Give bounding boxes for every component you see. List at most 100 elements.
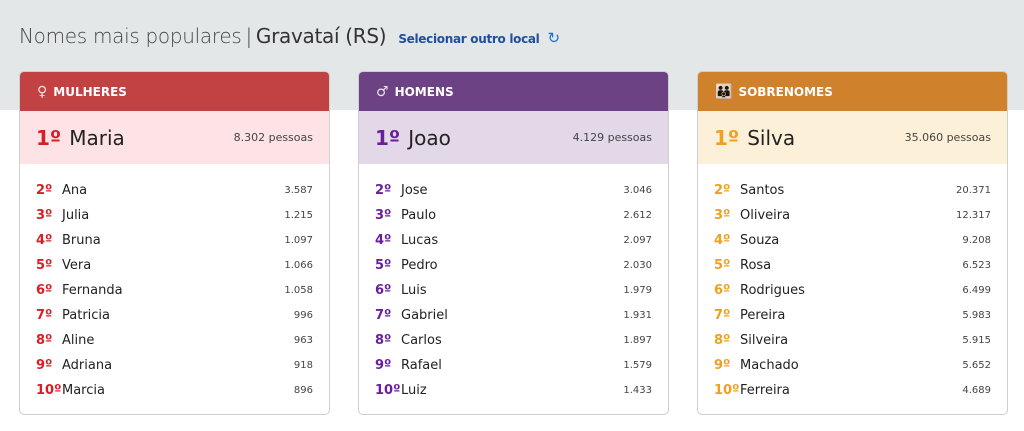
rank: 6º xyxy=(375,283,392,298)
name: Machado xyxy=(740,358,799,373)
list-item: 9º Machado 5.652 xyxy=(714,353,991,378)
rank: 9º xyxy=(375,358,392,373)
name: Paulo xyxy=(401,208,437,223)
rank: 7º xyxy=(375,308,392,323)
count: 918 xyxy=(293,360,313,371)
list-item: 8º Aline 963 xyxy=(36,328,313,353)
count: 1.215 xyxy=(284,210,313,221)
name: Lucas xyxy=(401,233,439,248)
count: 1.058 xyxy=(284,285,313,296)
top-ranked-item: 1º Maria 8.302 pessoas xyxy=(20,111,329,164)
rank: 2º xyxy=(714,183,731,198)
list-item: 2º Ana 3.587 xyxy=(36,178,313,203)
rank: 5º xyxy=(714,258,731,273)
list-item: 7º Patricia 996 xyxy=(36,303,313,328)
list-item: 6º Fernanda 1.058 xyxy=(36,278,313,303)
title-text: Nomes mais populares xyxy=(19,24,242,48)
rank: 3º xyxy=(714,208,731,223)
title-separator: | xyxy=(245,24,252,48)
card-header: ♂ HOMENS xyxy=(359,72,668,111)
rank: 6º xyxy=(714,283,731,298)
name: Aline xyxy=(62,333,95,348)
ranking-list: 2º Ana 3.587 3º Julia 1.215 4º Bruna 1.0… xyxy=(20,164,329,403)
male-icon: ♂ xyxy=(376,83,389,100)
rank: 8º xyxy=(375,333,392,348)
family-icon: 👪 xyxy=(715,83,733,100)
name: Silva xyxy=(747,125,796,150)
count: 12.317 xyxy=(956,210,991,221)
rank: 7º xyxy=(36,308,53,323)
count: 1.433 xyxy=(623,385,652,396)
name: Rafael xyxy=(401,358,442,373)
rank: 8º xyxy=(714,333,731,348)
name: Luiz xyxy=(401,383,427,398)
count: 2.097 xyxy=(623,235,652,246)
list-item: 6º Luis 1.979 xyxy=(375,278,652,303)
name: Adriana xyxy=(62,358,113,373)
rank: 10º xyxy=(714,383,740,398)
list-item: 9º Rafael 1.579 xyxy=(375,353,652,378)
list-item: 2º Santos 20.371 xyxy=(714,178,991,203)
name: Marcia xyxy=(62,383,105,398)
select-location-link[interactable]: Selecionar outro local xyxy=(398,32,540,46)
name: Fernanda xyxy=(62,283,123,298)
count: 3.046 xyxy=(623,185,652,196)
rank: 10º xyxy=(375,383,401,398)
rank: 2º xyxy=(36,183,53,198)
card-title: MULHERES xyxy=(53,84,127,99)
rank: 4º xyxy=(714,233,731,248)
count: 2.030 xyxy=(623,260,652,271)
ranking-list: 2º Jose 3.046 3º Paulo 2.612 4º Lucas 2.… xyxy=(359,164,668,403)
list-item: 2º Jose 3.046 xyxy=(375,178,652,203)
name: Luis xyxy=(401,283,427,298)
count: 3.587 xyxy=(284,185,313,196)
card-women: ♀ MULHERES 1º Maria 8.302 pessoas 2º Ana… xyxy=(19,71,330,415)
count: 2.612 xyxy=(623,210,652,221)
rank: 9º xyxy=(714,358,731,373)
name: Carlos xyxy=(401,333,442,348)
location-name: Gravataí (RS) xyxy=(255,24,387,48)
list-item: 3º Paulo 2.612 xyxy=(375,203,652,228)
top-ranked-item: 1º Joao 4.129 pessoas xyxy=(359,111,668,164)
list-item: 10º Ferreira 4.689 xyxy=(714,378,991,403)
list-item: 10º Marcia 896 xyxy=(36,378,313,403)
rank: 10º xyxy=(36,383,62,398)
name: Maria xyxy=(69,125,125,150)
name: Jose xyxy=(401,183,428,198)
card-title: SOBRENOMES xyxy=(738,84,833,99)
list-item: 3º Oliveira 12.317 xyxy=(714,203,991,228)
rank: 6º xyxy=(36,283,53,298)
list-item: 6º Rodrigues 6.499 xyxy=(714,278,991,303)
name: Souza xyxy=(740,233,780,248)
count: 6.499 xyxy=(962,285,991,296)
rank: 1º xyxy=(714,125,740,150)
card-title: HOMENS xyxy=(394,84,454,99)
count: 1.097 xyxy=(284,235,313,246)
count: 6.523 xyxy=(962,260,991,271)
count: 1.066 xyxy=(284,260,313,271)
name: Ferreira xyxy=(740,383,790,398)
count: 5.983 xyxy=(962,310,991,321)
list-item: 8º Carlos 1.897 xyxy=(375,328,652,353)
female-icon: ♀ xyxy=(37,83,48,100)
count: 1.979 xyxy=(623,285,652,296)
count: 1.897 xyxy=(623,335,652,346)
count: 896 xyxy=(293,385,313,396)
count: 9.208 xyxy=(962,235,991,246)
count: 996 xyxy=(293,310,313,321)
list-item: 10º Luiz 1.433 xyxy=(375,378,652,403)
rank: 5º xyxy=(36,258,53,273)
name: Patricia xyxy=(62,308,111,323)
name: Bruna xyxy=(62,233,101,248)
name: Vera xyxy=(62,258,92,273)
card-header: ♀ MULHERES xyxy=(20,72,329,111)
count: 1.579 xyxy=(623,360,652,371)
name: Rosa xyxy=(740,258,772,273)
rank: 8º xyxy=(36,333,53,348)
refresh-icon[interactable]: ↻ xyxy=(547,29,561,47)
list-item: 8º Silveira 5.915 xyxy=(714,328,991,353)
count: 8.302 pessoas xyxy=(233,131,313,144)
rank: 3º xyxy=(36,208,53,223)
rank: 1º xyxy=(375,125,401,150)
rank: 7º xyxy=(714,308,731,323)
